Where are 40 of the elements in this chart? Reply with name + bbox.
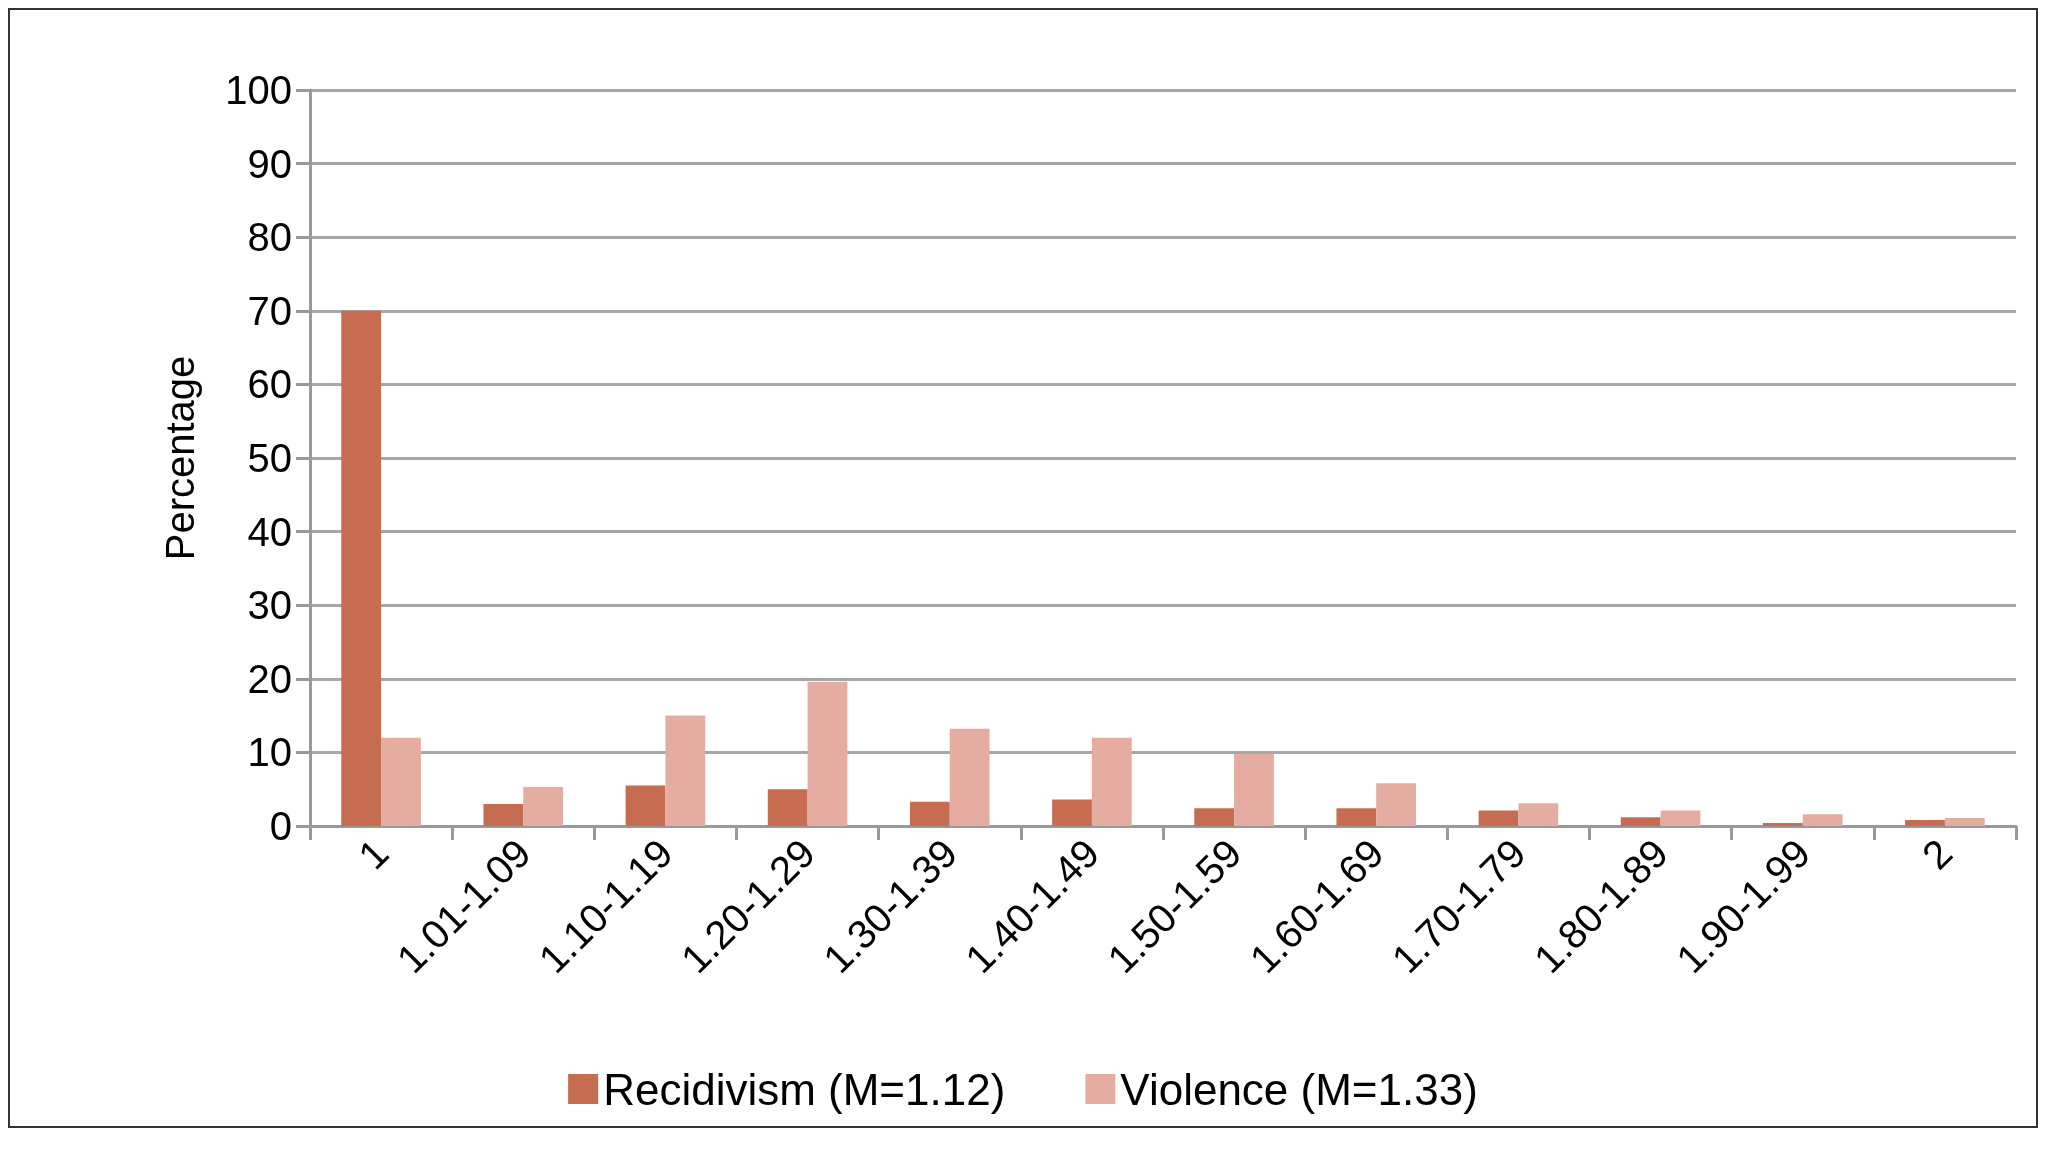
y-tick-label: 50 — [247, 436, 292, 480]
bar — [1762, 823, 1803, 826]
bar — [1194, 808, 1235, 826]
bar — [1091, 737, 1132, 826]
legend-label: Recidivism (M=1.12) — [603, 1064, 1006, 1114]
bar — [1802, 814, 1843, 826]
bar — [341, 310, 382, 826]
bar — [767, 789, 808, 826]
y-tick-label: 30 — [247, 583, 292, 628]
bar — [807, 681, 848, 826]
bar — [1376, 783, 1417, 826]
y-tick-label: 80 — [247, 215, 292, 260]
bar — [483, 803, 524, 826]
bar — [381, 737, 421, 826]
y-tick-label: 10 — [247, 730, 292, 775]
x-tick-label: 1 — [349, 830, 397, 878]
y-tick-label: 0 — [269, 804, 292, 848]
bar — [625, 785, 666, 826]
bar — [1660, 810, 1701, 826]
bar — [1620, 817, 1661, 826]
bar — [1478, 810, 1519, 826]
legend-label: Violence (M=1.33) — [1120, 1064, 1478, 1114]
y-axis-title: Percentage — [158, 355, 202, 561]
bar — [1518, 803, 1559, 826]
x-tick-label: 2 — [1913, 830, 1961, 878]
bar — [523, 786, 564, 826]
y-tick-label: 40 — [247, 509, 292, 554]
y-tick-label: 90 — [247, 141, 292, 186]
bar — [1944, 817, 1985, 826]
y-tick-label: 20 — [247, 656, 292, 701]
bar — [949, 728, 990, 826]
bar — [1052, 799, 1092, 826]
bar — [1336, 808, 1377, 826]
bar — [909, 801, 950, 826]
y-tick-label: 70 — [247, 288, 292, 333]
y-tick-label: 100 — [225, 68, 292, 112]
bar — [665, 715, 706, 826]
bar — [1905, 820, 1945, 826]
bar — [1234, 753, 1274, 826]
y-tick-label: 60 — [247, 362, 292, 407]
